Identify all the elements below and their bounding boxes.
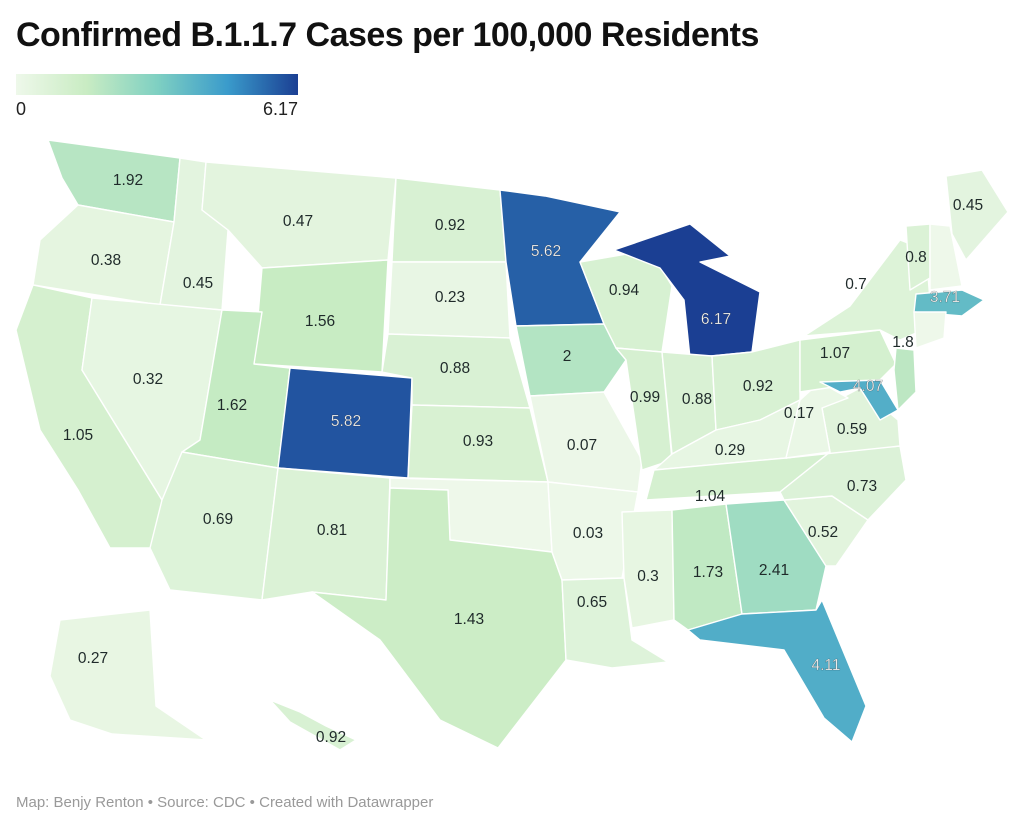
state-value-label-sd: 0.23 (435, 289, 465, 306)
state-value-label-hi: 0.92 (316, 729, 346, 746)
state-nj (893, 347, 917, 411)
state-value-label-me: 0.45 (953, 197, 983, 214)
state-or (32, 204, 175, 306)
state-value-label-ks: 0.93 (463, 433, 493, 450)
state-value-label-ia: 2 (563, 348, 572, 365)
state-value-label-ga: 2.41 (759, 562, 789, 579)
state-value-label-ms: 0.3 (637, 568, 659, 585)
state-value-label-pa: 1.07 (820, 345, 850, 362)
state-value-label-in: 0.88 (682, 391, 712, 408)
legend-min-label: 0 (16, 99, 27, 119)
state-il (615, 347, 673, 471)
state-value-label-wi: 0.94 (609, 282, 640, 299)
state-value-label-ca: 1.05 (63, 427, 93, 444)
state-value-label-oh: 0.92 (743, 378, 773, 395)
state-value-label-mo: 0.07 (567, 437, 597, 454)
state-value-label-nc: 0.73 (847, 478, 877, 495)
state-value-label-ma: 3.71 (930, 289, 960, 306)
legend-max-label: 6.17 (262, 99, 298, 119)
state-value-label-nj: 1.8 (892, 334, 914, 351)
state-value-label-tn: 1.04 (695, 488, 726, 505)
state-value-label-ut: 1.62 (217, 397, 247, 414)
state-fl (687, 599, 867, 743)
state-value-label-fl: 4.11 (811, 657, 840, 674)
state-value-label-ne: 0.88 (440, 360, 470, 377)
state-value-label-co: 5.82 (331, 413, 361, 430)
state-md (819, 379, 899, 421)
color-legend: 0 6.17 (16, 74, 298, 120)
state-value-label-wy: 1.56 (305, 313, 335, 330)
state-value-label-nv: 0.32 (133, 371, 163, 388)
state-value-label-nm: 0.81 (317, 522, 347, 539)
legend-gradient-bar (16, 74, 298, 95)
state-value-label-id: 0.45 (183, 275, 213, 292)
source-credit: Map: Benjy Renton • Source: CDC • Create… (16, 794, 434, 811)
state-value-label-la: 0.65 (577, 594, 607, 611)
state-value-label-wa: 1.92 (113, 172, 143, 189)
state-ma (913, 289, 985, 317)
state-ga (725, 499, 827, 615)
state-value-label-mi: 6.17 (701, 311, 731, 328)
state-ct (913, 311, 947, 349)
state-value-label-al: 1.73 (693, 564, 723, 581)
state-value-label-vt: 0.8 (905, 249, 927, 266)
state-ia (515, 323, 627, 397)
state-value-label-sc: 0.52 (808, 524, 838, 541)
state-tx (311, 487, 567, 749)
map-title: Confirmed B.1.1.7 Cases per 100,000 Resi… (16, 16, 759, 54)
state-me (945, 169, 1009, 261)
state-value-label-wv: 0.17 (784, 405, 814, 422)
state-value-label-va: 0.59 (837, 421, 867, 438)
state-ny (803, 239, 933, 341)
state-value-label-il: 0.99 (630, 389, 660, 406)
state-value-label-ky: 0.29 (715, 442, 745, 459)
state-ms (621, 509, 675, 629)
state-value-label-tx: 1.43 (454, 611, 484, 628)
state-hi (269, 699, 357, 751)
state-value-label-mn: 5.62 (531, 243, 561, 260)
state-nh (929, 223, 963, 291)
state-value-label-az: 0.69 (203, 511, 233, 528)
state-value-label-md: 4.07 (853, 378, 883, 395)
state-value-label-ar: 0.03 (573, 525, 603, 542)
state-value-label-or: 0.38 (91, 252, 121, 269)
state-ak (49, 609, 207, 741)
state-value-label-ny: 0.7 (845, 276, 867, 293)
state-value-label-mt: 0.47 (283, 213, 313, 230)
state-value-label-ak: 0.27 (78, 650, 108, 667)
state-value-label-nd: 0.92 (435, 217, 465, 234)
state-mo (529, 391, 643, 493)
state-mi (613, 223, 761, 359)
